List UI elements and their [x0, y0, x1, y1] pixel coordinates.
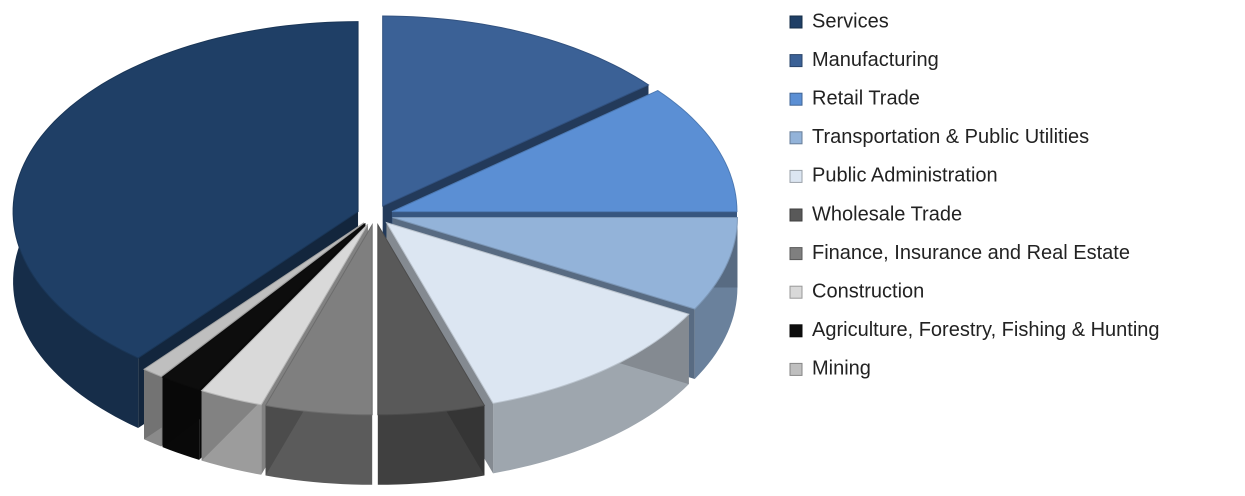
slice — [264, 222, 373, 416]
slice — [143, 222, 365, 378]
legend-label: Public Administration — [812, 165, 998, 187]
slice-tops — [12, 15, 738, 416]
legend-swatch — [789, 54, 803, 68]
slice-side — [694, 217, 738, 379]
legend-swatch — [789, 169, 803, 183]
legend-label: Finance, Insurance and Real Estate — [812, 242, 1130, 264]
legend-swatch — [789, 285, 803, 299]
legend-swatch — [789, 324, 803, 338]
legend-swatch — [789, 15, 803, 29]
legend-label: Transportation & Public Utilities — [812, 126, 1089, 148]
slice — [161, 222, 366, 391]
legend-label: Wholesale Trade — [812, 203, 962, 225]
legend-swatch — [789, 131, 803, 145]
slice — [382, 15, 650, 207]
legend-swatch — [789, 362, 803, 376]
slice — [391, 89, 738, 213]
legend-swatch — [789, 208, 803, 222]
slice — [12, 21, 359, 359]
slice — [385, 221, 690, 404]
legend-swatch — [789, 247, 803, 261]
legend-label: Agriculture, Forestry, Fishing & Hunting — [812, 319, 1160, 341]
legend-label: Manufacturing — [812, 49, 939, 71]
legend-label: Mining — [812, 358, 871, 380]
legend-swatch — [789, 92, 803, 106]
legend-label: Retail Trade — [812, 87, 920, 109]
slice — [377, 222, 486, 416]
legend-label: Services — [812, 10, 889, 32]
legend-label: Construction — [812, 280, 924, 302]
slice — [200, 223, 369, 406]
slice — [392, 216, 738, 310]
